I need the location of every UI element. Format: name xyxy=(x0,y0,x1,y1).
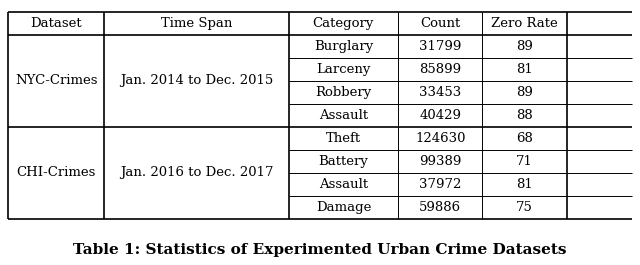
Text: Jan. 2016 to Dec. 2017: Jan. 2016 to Dec. 2017 xyxy=(120,166,273,179)
Text: 71: 71 xyxy=(516,155,533,168)
Text: Assault: Assault xyxy=(319,178,368,191)
Text: Zero Rate: Zero Rate xyxy=(491,17,558,30)
Text: Dataset: Dataset xyxy=(30,17,82,30)
Text: Table 1: Statistics of Experimented Urban Crime Datasets: Table 1: Statistics of Experimented Urba… xyxy=(73,244,567,257)
Text: 88: 88 xyxy=(516,109,533,122)
Text: Damage: Damage xyxy=(316,201,371,214)
Text: Battery: Battery xyxy=(319,155,369,168)
Text: Count: Count xyxy=(420,17,460,30)
Text: 89: 89 xyxy=(516,86,533,99)
Text: 89: 89 xyxy=(516,40,533,53)
Text: Larceny: Larceny xyxy=(316,63,371,76)
Text: 81: 81 xyxy=(516,178,533,191)
Text: Jan. 2014 to Dec. 2015: Jan. 2014 to Dec. 2015 xyxy=(120,74,273,87)
Text: Time Span: Time Span xyxy=(161,17,232,30)
Text: 81: 81 xyxy=(516,63,533,76)
Text: 68: 68 xyxy=(516,132,533,145)
Text: Burglary: Burglary xyxy=(314,40,373,53)
Text: NYC-Crimes: NYC-Crimes xyxy=(15,74,97,87)
Text: Assault: Assault xyxy=(319,109,368,122)
Text: Robbery: Robbery xyxy=(316,86,372,99)
Text: 33453: 33453 xyxy=(419,86,461,99)
Text: Category: Category xyxy=(313,17,374,30)
Text: 59886: 59886 xyxy=(419,201,461,214)
Text: 31799: 31799 xyxy=(419,40,461,53)
Text: 40429: 40429 xyxy=(419,109,461,122)
Text: 124630: 124630 xyxy=(415,132,465,145)
Text: 37972: 37972 xyxy=(419,178,461,191)
Text: 75: 75 xyxy=(516,201,533,214)
Text: CHI-Crimes: CHI-Crimes xyxy=(17,166,96,179)
Text: 99389: 99389 xyxy=(419,155,461,168)
Text: Theft: Theft xyxy=(326,132,361,145)
Text: 85899: 85899 xyxy=(419,63,461,76)
